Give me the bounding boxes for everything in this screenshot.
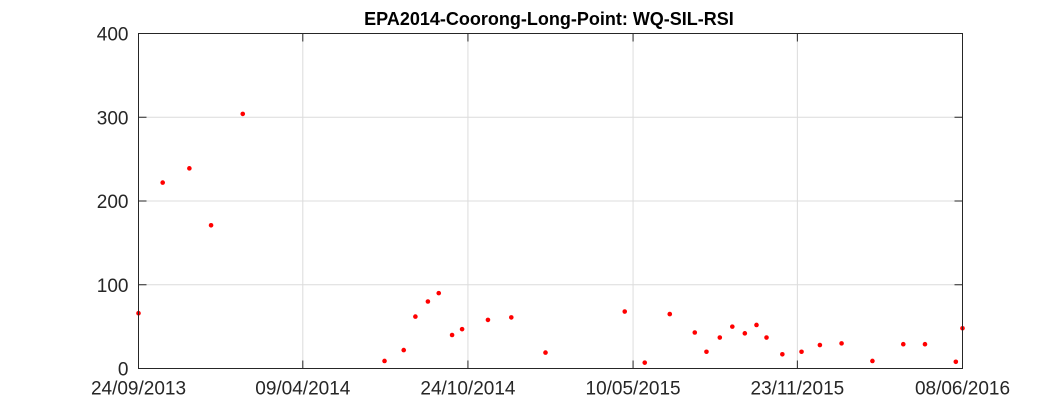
data-point	[667, 311, 673, 317]
data-point	[900, 341, 906, 347]
data-point	[187, 166, 192, 171]
data-point	[870, 358, 875, 364]
data-point	[780, 351, 785, 357]
data-point	[642, 360, 648, 365]
data-point	[953, 359, 959, 365]
y-axis-tick-labels: 0 100 200 300 400	[97, 25, 129, 381]
data-point	[401, 347, 407, 353]
x-tick-label: 23/11/2015	[751, 379, 845, 400]
data-point	[382, 358, 387, 364]
data-point	[817, 342, 823, 348]
data-point	[704, 349, 709, 355]
data-point	[717, 335, 723, 340]
data-point	[922, 341, 928, 347]
data-point	[240, 111, 246, 117]
y-tick-label: 200	[97, 192, 129, 213]
y-tick-label: 300	[97, 108, 129, 129]
data-point	[436, 290, 442, 296]
data-point	[754, 322, 759, 328]
x-tick-label: 08/06/2016	[915, 379, 1010, 400]
data-points	[136, 111, 965, 365]
data-point	[459, 326, 465, 332]
data-point	[543, 350, 548, 355]
data-point	[160, 180, 165, 185]
data-point	[799, 349, 804, 355]
data-point	[208, 222, 214, 228]
x-tick-label: 24/10/2014	[420, 379, 516, 400]
x-tick-label: 09/04/2014	[255, 379, 351, 400]
data-point	[730, 324, 735, 329]
y-tick-label: 0	[118, 360, 129, 381]
data-point	[485, 317, 491, 323]
data-point	[839, 341, 844, 346]
data-point	[413, 314, 418, 319]
data-point	[622, 309, 628, 314]
chart-title: EPA2014-Coorong-Long-Point: WQ-SIL-RSI	[364, 9, 734, 29]
axis-ticks	[138, 33, 963, 369]
grid	[138, 33, 963, 369]
data-point	[509, 315, 514, 320]
x-tick-label: 24/09/2013	[91, 379, 186, 400]
data-point	[425, 299, 431, 304]
data-point	[742, 331, 748, 336]
data-point	[692, 330, 698, 335]
y-tick-label: 100	[97, 276, 129, 297]
x-axis-tick-labels: 24/09/2013 09/04/2014 24/10/2014 10/05/2015…	[91, 379, 1010, 400]
data-point	[764, 335, 769, 340]
y-tick-label: 400	[97, 25, 129, 46]
x-tick-label: 10/05/2015	[586, 379, 681, 400]
data-point	[449, 332, 455, 338]
